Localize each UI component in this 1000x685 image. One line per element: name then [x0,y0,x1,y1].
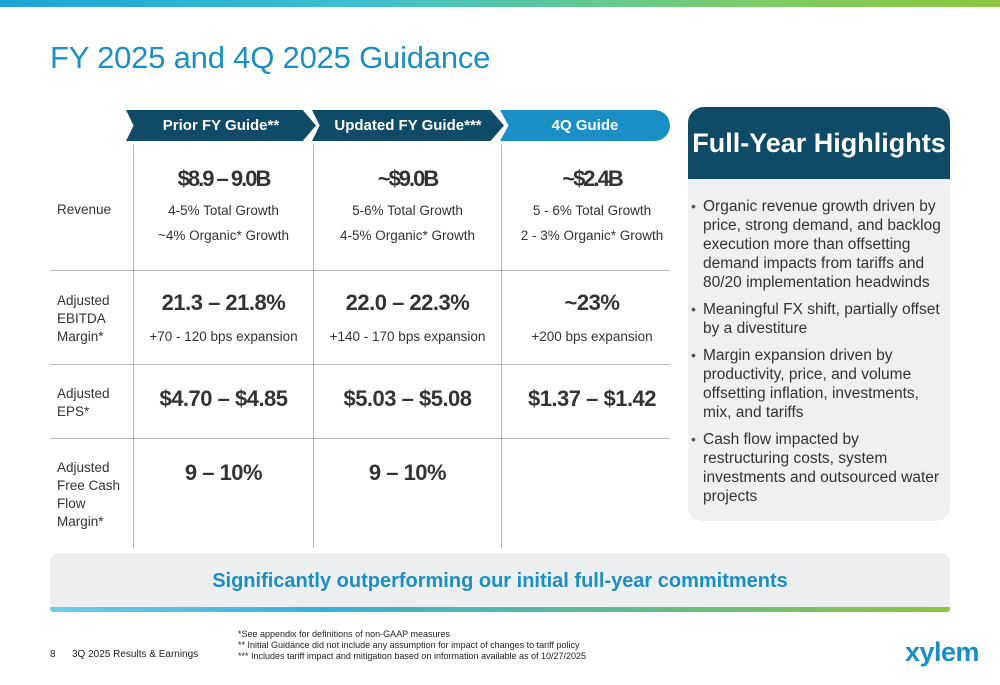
table-cell: 22.0 – 22.3% +140 - 170 bps expansion [314,290,501,349]
row-label-eps: Adjusted EPS* [57,386,110,419]
table-cell: 9 – 10% [134,460,313,486]
bullet-icon: • [691,431,696,447]
highlight-item: • Margin expansion driven by productivity… [691,346,941,422]
highlights-title: Full-Year Highlights [688,107,950,179]
revenue-prior-line1: 4-5% Total Growth [168,203,279,218]
column-header-updated: Updated FY Guide*** [312,110,504,141]
table-cell: ~$2.4B 5 - 6% Total Growth 2 - 3% Organi… [502,166,682,248]
row-label-ebitda: Adjusted EBITDA Margin* [57,293,110,344]
revenue-prior-value: $8.9 – 9.0B [177,166,272,191]
row-divider [50,270,670,271]
eps-prior-value: $4.70 – $4.85 [159,386,288,411]
footnote: *See appendix for definitions of non-GAA… [238,629,450,639]
row-label-fcf: Adjusted Free Cash Flow Margin* [57,460,121,529]
table-cell: ~23% +200 bps expansion [502,290,682,349]
ebitda-4q-value: ~23% [564,290,620,315]
column-header-prior: Prior FY Guide** [126,110,316,141]
top-gradient-bar [0,0,1000,7]
highlight-text: Margin expansion driven by productivity,… [703,347,919,421]
page-title: FY 2025 and 4Q 2025 Guidance [50,40,491,75]
eps-4q-value: $1.37 – $1.42 [527,386,657,411]
footnote: ** Initial Guidance did not include any … [238,640,580,650]
banner-accent-line [50,607,950,612]
highlights-list: • Organic revenue growth driven by price,… [691,197,941,514]
table-cell: $8.9 – 9.0B 4-5% Total Growth ~4% Organi… [134,166,313,248]
table-cell: $4.70 – $4.85 [134,386,313,412]
row-divider [50,438,670,439]
highlight-item: • Meaningful FX shift, partially offset b… [691,300,941,338]
banner-text: Significantly outperforming our initial … [212,569,788,592]
revenue-4q-line2: 2 - 3% Organic* Growth [520,228,664,243]
row-label-revenue: Revenue [57,202,112,217]
table-cell: 9 – 10% [314,460,501,486]
highlight-item: • Cash flow impacted by restructuring cos… [691,430,941,506]
footnotes: *See appendix for definitions of non-GAA… [238,629,586,662]
revenue-updated-line1: 5-6% Total Growth [352,203,463,218]
summary-banner: Significantly outperforming our initial … [50,553,950,609]
ebitda-updated-line1: +140 - 170 bps expansion [329,329,486,344]
xylem-logo: xylem [905,637,980,667]
highlight-text: Organic revenue growth driven by price, … [703,198,941,291]
ebitda-prior-value: 21.3 – 21.8% [161,290,286,315]
revenue-prior-line2: ~4% Organic* Growth [158,228,289,243]
ebitda-updated-value: 22.0 – 22.3% [345,290,470,315]
table-divider [313,145,314,548]
footer-section-title: 3Q 2025 Results & Earnings [72,649,199,660]
revenue-4q-value: ~$2.4B [562,166,624,191]
ebitda-prior-line1: +70 - 120 bps expansion [149,329,298,344]
fcf-prior-value: 9 – 10% [184,460,263,485]
eps-updated-value: $5.03 – $5.08 [343,386,472,411]
revenue-4q-line1: 5 - 6% Total Growth [532,203,652,218]
row-divider [50,364,670,365]
column-header-4q: 4Q Guide [500,110,670,141]
table-cell: $1.37 – $1.42 [502,386,682,412]
table-cell: ~$9.0B 5-6% Total Growth 4-5% Organic* G… [314,166,501,248]
page-number: 8 [50,649,56,660]
highlight-text: Cash flow impacted by restructuring cost… [703,431,940,505]
table-cell: 21.3 – 21.8% +70 - 120 bps expansion [134,290,313,349]
footnote: *** Includes tariff impact and mitigatio… [238,651,587,661]
bullet-icon: • [691,301,696,317]
table-divider [133,145,134,548]
fcf-updated-value: 9 – 10% [368,460,447,485]
table-divider [501,145,502,548]
revenue-updated-line2: 4-5% Organic* Growth [339,228,476,243]
highlight-text: Meaningful FX shift, partially offset by… [703,301,940,337]
bullet-icon: • [691,198,696,214]
ebitda-4q-line1: +200 bps expansion [531,329,653,344]
highlight-item: • Organic revenue growth driven by price,… [691,197,941,292]
table-cell: $5.03 – $5.08 [314,386,501,412]
bullet-icon: • [691,347,696,363]
revenue-updated-value: ~$9.0B [377,166,440,191]
